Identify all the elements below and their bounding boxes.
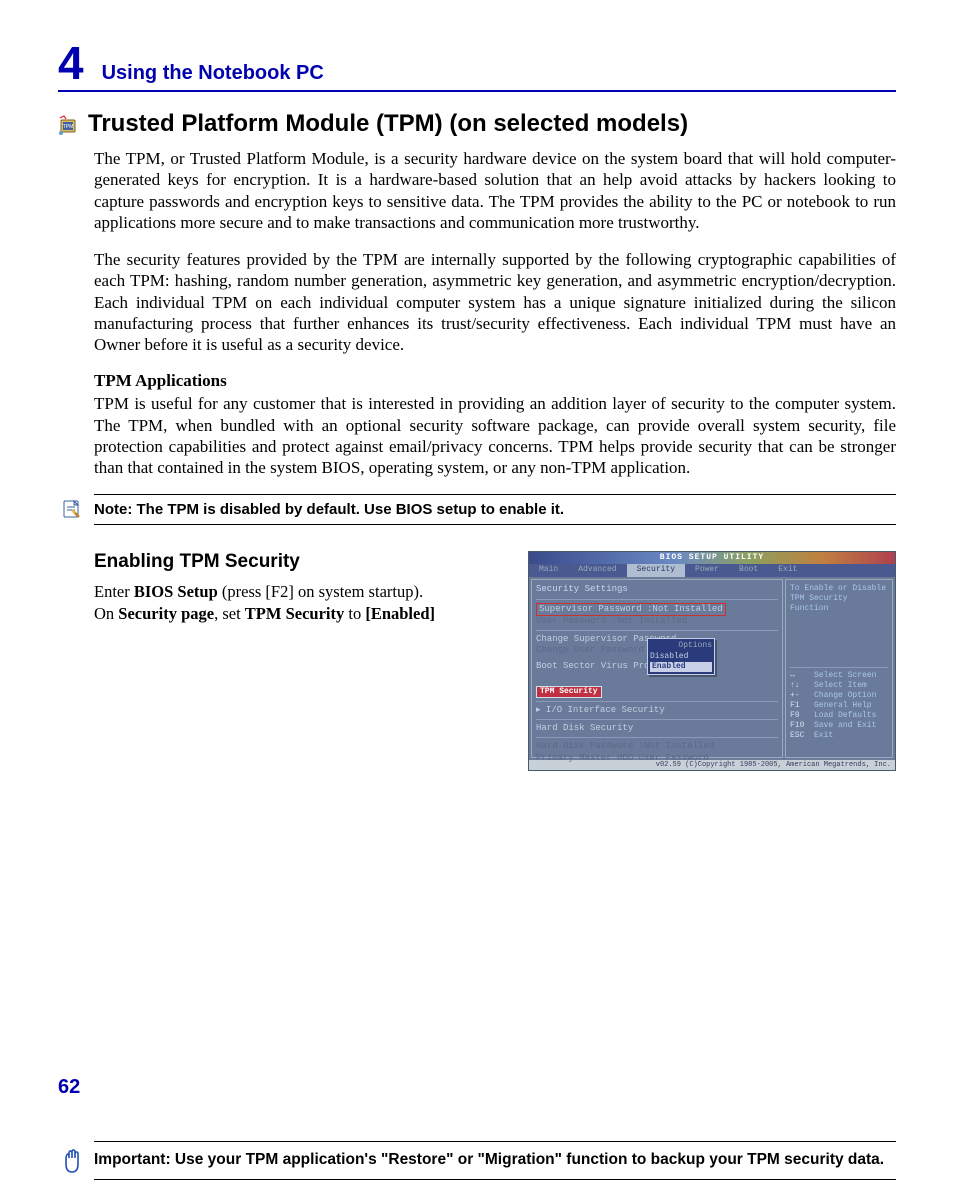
bios-primary-master: Primary Master HDD User Password: [536, 753, 778, 764]
bios-tab-row: Main Advanced Security Power Boot Exit: [529, 564, 895, 577]
bios-help-keys: ↔Select Screen↑↓Select Item+-Change Opti…: [790, 671, 888, 741]
bios-tab-advanced: Advanced: [568, 564, 626, 577]
bios-hdd-security: Hard Disk Security: [536, 723, 778, 734]
bios-hdd-password: Hard Disk Password :Not Installed: [536, 741, 778, 752]
section-heading-row: TPM Trusted Platform Module (TPM) (on se…: [58, 110, 896, 148]
intro-paragraph-2: The security features provided by the TP…: [94, 249, 896, 355]
bios-tab-power: Power: [685, 564, 729, 577]
chapter-title: Using the Notebook PC: [102, 62, 324, 85]
bios-help-row: F1General Help: [790, 701, 888, 711]
intro-paragraph-1: The TPM, or Trusted Platform Module, is …: [94, 148, 896, 233]
hand-stop-icon: [60, 1148, 84, 1176]
bios-side-panel: To Enable or Disable TPM Security Functi…: [785, 579, 893, 758]
bios-help-row: ↔Select Screen: [790, 671, 888, 681]
bios-help-row: F9Load Defaults: [790, 711, 888, 721]
bios-options-popup: Options Disabled Enabled: [647, 638, 715, 675]
bios-tab-security: Security: [627, 564, 685, 577]
bios-tab-boot: Boot: [729, 564, 768, 577]
important-text: Important: Use your TPM application's "R…: [94, 1151, 884, 1168]
bios-option-disabled: Disabled: [650, 652, 712, 662]
bios-tpm-security-selected: TPM Security: [536, 686, 602, 698]
bios-help-desc-1: To Enable or Disable: [790, 584, 888, 594]
instruction-line-1: Enter BIOS Setup (press [F2] on system s…: [94, 581, 510, 602]
bios-options-header: Options: [650, 641, 712, 651]
chapter-header: 4 Using the Notebook PC: [58, 40, 896, 92]
bios-help-row: ↑↓Select Item: [790, 681, 888, 691]
tpm-applications-paragraph: TPM is useful for any customer that is i…: [94, 393, 896, 478]
bios-user-password: User Password :Not Installed: [536, 616, 687, 626]
page-number: 62: [58, 1076, 80, 1099]
bios-tab-exit: Exit: [768, 564, 807, 577]
bios-title: BIOS SETUP UTILITY: [529, 552, 895, 564]
note-box: Note: The TPM is disabled by default. Us…: [94, 494, 896, 525]
bios-main-panel: Security Settings Supervisor Password :N…: [531, 579, 783, 758]
bios-option-enabled: Enabled: [650, 662, 712, 672]
bios-help-row: F10Save and Exit: [790, 721, 888, 731]
enabling-section: Enabling TPM Security Enter BIOS Setup (…: [94, 551, 896, 771]
tpm-chip-icon: TPM: [58, 114, 80, 136]
bios-screenshot: BIOS SETUP UTILITY Main Advanced Securit…: [528, 551, 896, 771]
instruction-line-2: On Security page, set TPM Security to [E…: [94, 603, 510, 624]
bios-help-row: ESCExit: [790, 731, 888, 741]
bios-help-row: +-Change Option: [790, 691, 888, 701]
enabling-heading: Enabling TPM Security: [94, 551, 510, 573]
section-heading: Trusted Platform Module (TPM) (on select…: [88, 110, 688, 138]
important-box: Important: Use your TPM application's "R…: [94, 1141, 896, 1180]
note-text: Note: The TPM is disabled by default. Us…: [94, 501, 564, 518]
bios-supervisor-password: Supervisor Password :Not Installed: [536, 603, 726, 616]
bios-help-desc-2: TPM Security Function: [790, 594, 888, 614]
note-icon: [62, 499, 82, 519]
bios-tab-main: Main: [529, 564, 568, 577]
svg-text:TPM: TPM: [63, 124, 74, 130]
bios-io-interface: ▸ I/O Interface Security: [536, 705, 778, 716]
chapter-number: 4: [58, 40, 84, 86]
tpm-applications-heading: TPM Applications: [94, 371, 896, 391]
bios-security-settings-label: Security Settings: [536, 584, 778, 595]
